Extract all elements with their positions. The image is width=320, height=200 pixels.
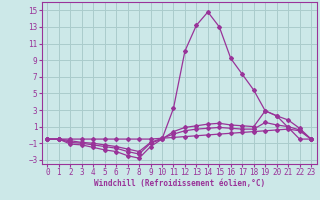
X-axis label: Windchill (Refroidissement éolien,°C): Windchill (Refroidissement éolien,°C) <box>94 179 265 188</box>
